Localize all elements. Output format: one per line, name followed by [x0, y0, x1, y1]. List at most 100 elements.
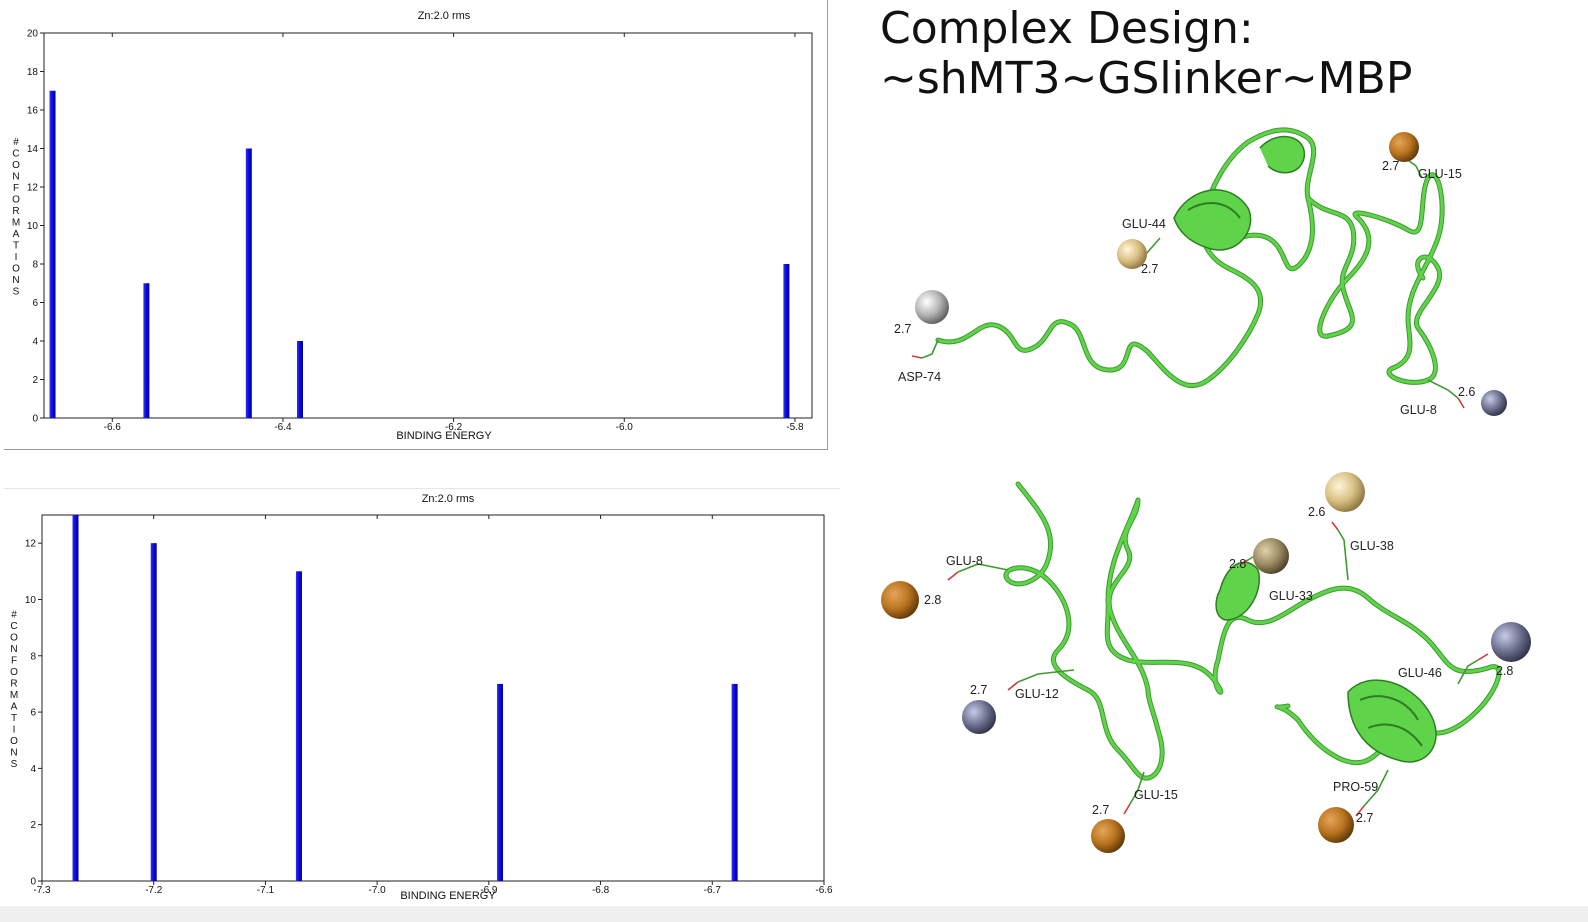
chart-title: Zn:2.0 rms — [418, 10, 471, 22]
bar — [143, 283, 150, 418]
y-axis: 0 2 4 6 8 10 12 14 16 18 20 — [27, 29, 44, 425]
distance-label: 2.8 — [924, 593, 941, 607]
slide-title-line-1: Complex Design: — [880, 3, 1254, 54]
residue-label: GLU-15 — [1418, 167, 1462, 181]
distance-label: 2.8 — [1229, 557, 1246, 571]
distance-label: 2.8 — [1496, 664, 1513, 678]
y-axis-label-char: A — [11, 702, 18, 713]
x-tick-label: -5.8 — [786, 422, 804, 433]
ion-sphere-slate — [1491, 622, 1531, 662]
x-tick-label: -6.6 — [815, 885, 833, 896]
bars — [72, 515, 738, 881]
y-axis-label-char: C — [10, 621, 17, 632]
y-axis-label-char: N — [12, 172, 19, 183]
x-tick-label: -6.6 — [104, 422, 122, 433]
protein-structure-top: GLU-44 GLU-15 ASP-74 GLU-8 2.7 2.7 2.7 2… — [894, 127, 1507, 417]
distance-label: 2.7 — [1356, 811, 1373, 825]
distance-label: 2.6 — [1458, 385, 1475, 399]
residue-label: GLU-33 — [1269, 589, 1313, 603]
ion-sphere-orange — [881, 581, 919, 619]
bar — [297, 341, 303, 418]
ion-sphere-slate — [962, 700, 996, 734]
y-axis-label-char: A — [13, 229, 20, 240]
residue-label: GLU-38 — [1350, 539, 1394, 553]
y-axis-label-char: N — [10, 748, 17, 759]
x-tick-label: -6.8 — [592, 885, 610, 896]
y-tick-label: 12 — [25, 539, 37, 550]
chart-panel-top: Zn:2.0 rms 0 2 4 6 8 10 12 14 16 18 20 -6.6 -6.4 -6.… — [4, 0, 828, 450]
ion-sphere-tan — [1117, 239, 1147, 269]
y-tick-label: 8 — [30, 651, 36, 662]
x-tick-label: -6.4 — [274, 422, 292, 433]
plot-area — [41, 514, 825, 882]
distance-labels: 2.8 2.8 2.6 2.7 2.8 2.7 2.7 — [924, 505, 1513, 825]
y-tick-label: 16 — [27, 106, 39, 117]
ion-sphere-orange — [1389, 132, 1419, 162]
x-axis: -6.6 -6.4 -6.2 -6.0 -5.8 — [104, 33, 804, 433]
ion-sphere-tan — [1325, 472, 1365, 512]
x-tick-label: -7.0 — [369, 885, 387, 896]
ion-sphere-orange — [1091, 819, 1125, 853]
residue-label: ASP-74 — [898, 370, 941, 384]
y-axis-label-char: T — [11, 713, 17, 724]
y-axis-label-char: S — [11, 759, 18, 770]
y-axis-label-char: C — [12, 149, 19, 160]
x-tick-label: -7.3 — [33, 885, 51, 896]
y-axis-label-char: O — [10, 633, 18, 644]
bar — [295, 571, 302, 881]
y-tick-label: 2 — [32, 375, 38, 386]
residue-label: GLU-8 — [946, 554, 983, 568]
x-axis-label: BINDING ENERGY — [396, 430, 492, 442]
y-axis-label-char: # — [13, 137, 19, 148]
y-axis-label-char: O — [12, 264, 20, 275]
ion-sphere-orange — [1318, 807, 1354, 843]
chart-panel-bottom: Zn:2.0 rms 0 2 4 6 8 10 12 -7.3 -7.2 -7.1 -7.0 -6.… — [4, 488, 840, 905]
x-tick-label: -6.2 — [445, 422, 463, 433]
y-tick-label: 18 — [27, 67, 39, 78]
x-axis: -7.3 -7.2 -7.1 -7.0 -6.9 -6.8 -6.7 -6.6 — [33, 515, 833, 896]
bar — [49, 90, 56, 418]
ribbon-backbone — [935, 127, 1445, 389]
chart-bottom: Zn:2.0 rms 0 2 4 6 8 10 12 -7.3 -7.2 -7.1 -7.0 -6.… — [10, 493, 833, 902]
y-axis-label-char: I — [13, 725, 16, 736]
y-axis-label-char: O — [10, 736, 18, 747]
y-tick-label: 10 — [27, 221, 39, 232]
y-axis-label-char: # — [11, 610, 17, 621]
residue-label: GLU-46 — [1398, 666, 1442, 680]
bars — [49, 90, 790, 418]
y-tick-label: 20 — [27, 29, 39, 40]
bar — [497, 683, 504, 881]
x-axis-label: BINDING ENERGY — [400, 890, 496, 902]
y-axis: 0 2 4 6 8 10 12 — [25, 539, 42, 888]
distance-labels: 2.7 2.7 2.7 2.6 — [894, 159, 1475, 399]
y-tick-label: 10 — [25, 595, 37, 606]
residue-label: PRO-59 — [1333, 780, 1378, 794]
helix — [1215, 561, 1437, 763]
side-chains — [911, 151, 1465, 409]
bar — [731, 683, 738, 881]
y-tick-label: 6 — [30, 708, 36, 719]
y-tick-label: 0 — [32, 414, 38, 425]
y-axis-label-char: R — [10, 679, 17, 690]
y-axis-label-char: O — [10, 667, 18, 678]
y-tick-label: 12 — [27, 183, 39, 194]
slide-title: Complex Design: ~shMT3~GSlinker~MBP — [880, 4, 1570, 104]
distance-label: 2.7 — [1092, 803, 1109, 817]
bar — [245, 148, 252, 418]
y-tick-label: 8 — [32, 260, 38, 271]
y-tick-label: 4 — [30, 764, 36, 775]
y-tick-label: 0 — [30, 877, 36, 888]
x-tick-label: -7.1 — [257, 885, 275, 896]
ion-sphere-gray — [915, 290, 949, 324]
y-axis-label-char: M — [12, 218, 20, 229]
residue-label: GLU-12 — [1015, 687, 1059, 701]
residue-labels: GLU-8 GLU-33 GLU-38 GLU-12 GLU-46 GLU-15… — [946, 539, 1442, 802]
x-tick-label: -7.2 — [145, 885, 163, 896]
distance-label: 2.6 — [1308, 505, 1325, 519]
bar — [783, 264, 790, 418]
y-tick-label: 4 — [32, 337, 38, 348]
y-axis-label-char: S — [13, 287, 20, 298]
distance-label: 2.7 — [894, 322, 911, 336]
